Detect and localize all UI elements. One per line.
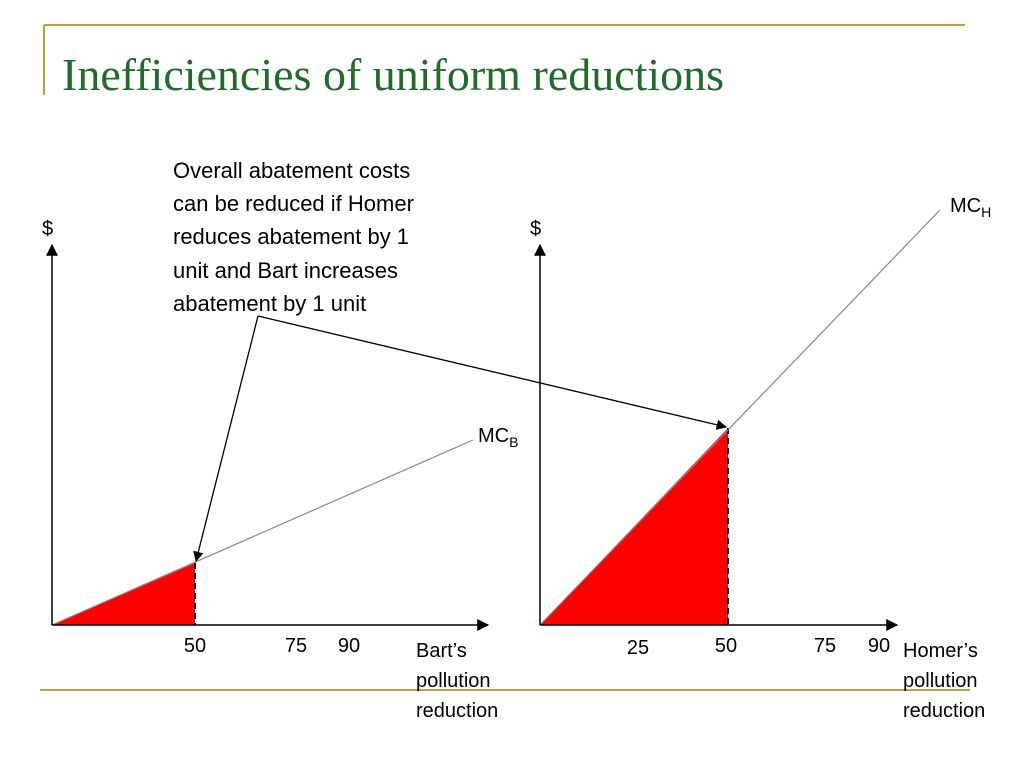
x-label: reduction xyxy=(416,700,498,722)
x-tick-label: 90 xyxy=(338,635,360,657)
right-panel: $ MCH 25 50 75 90 Homer’s pollution redu… xyxy=(530,195,991,722)
curve-name: MC xyxy=(478,425,509,447)
curve-label: MCH xyxy=(950,195,991,220)
mc-curve xyxy=(539,209,941,626)
title: Inefficiencies of uniform reductions xyxy=(62,49,724,100)
arrow xyxy=(193,315,259,563)
x-tick-label: 75 xyxy=(285,635,307,657)
annotation-line: abatement by 1 unit xyxy=(173,291,366,316)
y-label: $ xyxy=(42,218,53,240)
x-tick-label: 50 xyxy=(715,635,737,657)
x-tick-label: 25 xyxy=(627,637,649,659)
x-label: Homer’s xyxy=(903,640,978,662)
x-label: reduction xyxy=(903,700,985,722)
x-tick-label: 75 xyxy=(814,635,836,657)
annotation-line: Overall abatement costs xyxy=(173,158,410,183)
x-tick-label: 50 xyxy=(184,635,206,657)
y-label: $ xyxy=(530,218,541,240)
curve-subscript: B xyxy=(509,434,518,450)
annotation-line: unit and Bart increases xyxy=(173,258,398,283)
annotation-line: can be reduced if Homer xyxy=(173,191,414,216)
annotation: Overall abatement costs can be reduced i… xyxy=(173,158,414,316)
x-tick-label: 90 xyxy=(868,635,890,657)
arrow xyxy=(257,315,728,430)
curve-name: MC xyxy=(950,195,981,217)
x-label: pollution xyxy=(903,670,978,692)
x-label: Bart’s xyxy=(416,640,467,662)
annotation-line: reduces abatement by 1 xyxy=(173,224,409,249)
mc-curve xyxy=(51,439,474,626)
curve-subscript: H xyxy=(981,204,991,220)
x-label: pollution xyxy=(416,670,491,692)
left-panel: $ MCB 50 75 90 Bart’s pollution reductio… xyxy=(42,218,518,722)
curve-label: MCB xyxy=(478,425,518,450)
